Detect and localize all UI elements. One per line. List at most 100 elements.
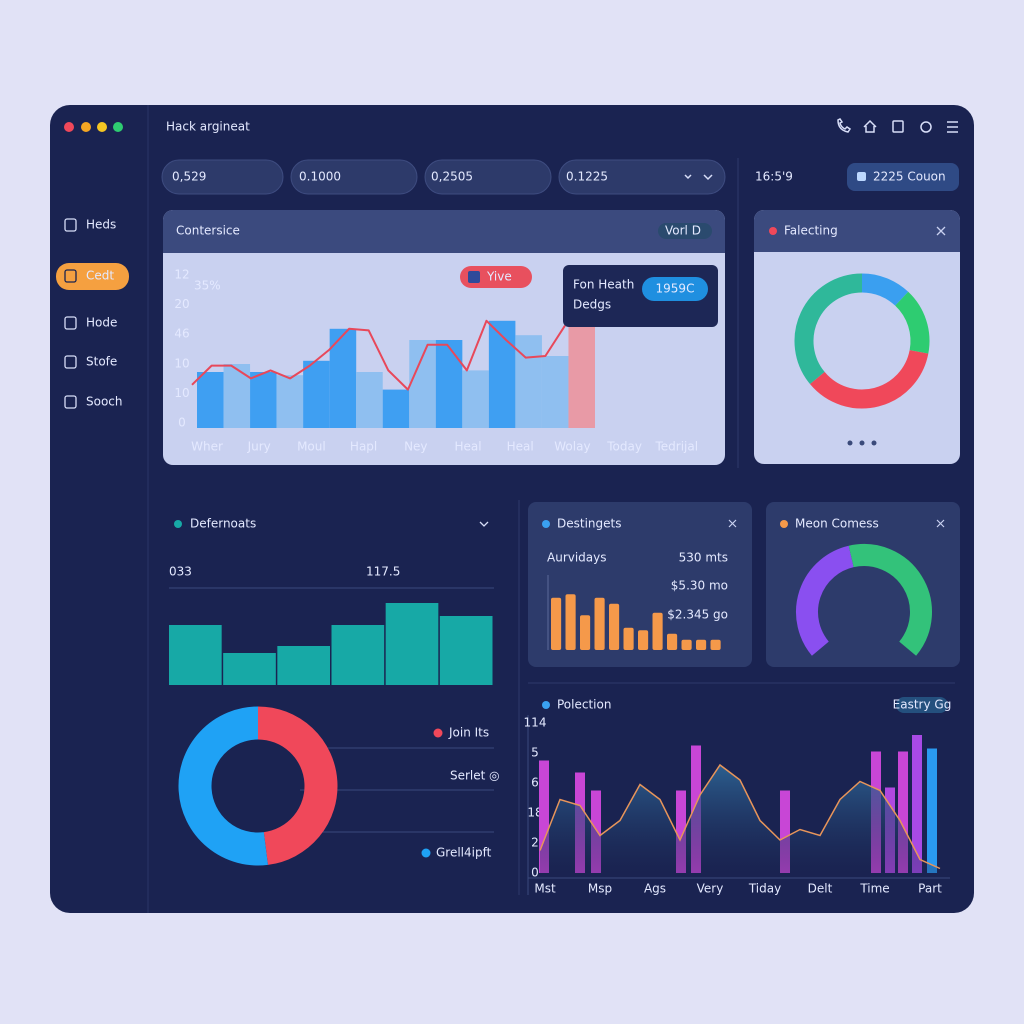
home-icon[interactable] bbox=[863, 119, 877, 133]
stat-pill[interactable] bbox=[290, 159, 418, 195]
panel-dot bbox=[542, 701, 550, 709]
stat-value: 0.1225 bbox=[566, 170, 608, 184]
y-tick-label: 2 bbox=[531, 836, 539, 850]
bar bbox=[609, 603, 620, 650]
panel-dot bbox=[769, 227, 777, 235]
nav-icon bbox=[64, 355, 77, 369]
ring-segment bbox=[178, 706, 268, 866]
bar bbox=[223, 364, 251, 428]
nav-icon bbox=[64, 269, 77, 283]
x-tick-label: Tedrijal bbox=[655, 440, 699, 454]
close-icon[interactable] bbox=[728, 519, 737, 528]
bar bbox=[710, 639, 721, 650]
ring-panel-header bbox=[754, 210, 960, 252]
panel-dot bbox=[780, 520, 788, 528]
stat-pill[interactable] bbox=[424, 159, 552, 195]
x-tick-label: Very bbox=[697, 882, 724, 896]
circle-icon[interactable] bbox=[920, 121, 932, 133]
x-tick-label: Jury bbox=[247, 440, 271, 454]
bar bbox=[927, 748, 937, 873]
x-tick-label: Part bbox=[918, 882, 942, 896]
window-dot[interactable] bbox=[64, 122, 74, 132]
badge[interactable] bbox=[847, 163, 959, 191]
window-dot[interactable] bbox=[113, 122, 123, 132]
bar bbox=[223, 653, 276, 685]
bar bbox=[250, 372, 277, 428]
badge-text: 2225 Couon bbox=[873, 170, 946, 184]
menu-icon[interactable] bbox=[947, 121, 958, 133]
phone-icon[interactable] bbox=[837, 118, 852, 133]
pager-dot[interactable] bbox=[847, 440, 853, 446]
y-tick-label: 0 bbox=[531, 866, 539, 880]
y-tick-label: 114 bbox=[524, 716, 547, 730]
y-tick-label: 10 bbox=[174, 356, 189, 370]
area-fill bbox=[540, 765, 940, 873]
tooltip-value: 1959C bbox=[656, 282, 695, 296]
stat-pill[interactable] bbox=[558, 159, 726, 195]
window-dot[interactable] bbox=[81, 122, 91, 132]
stat-value: 0,529 bbox=[172, 170, 206, 184]
x-tick-label: Mst bbox=[534, 882, 556, 896]
kpi: 117.5 bbox=[366, 565, 400, 579]
stat-value: 0.1000 bbox=[299, 170, 341, 184]
nav-item[interactable]: Sooch bbox=[86, 395, 123, 409]
bar bbox=[551, 597, 562, 650]
bar bbox=[696, 639, 707, 650]
bar bbox=[912, 735, 922, 873]
nav-item[interactable]: Hode bbox=[86, 316, 117, 330]
panel-title: Falecting bbox=[784, 224, 838, 238]
nav-item[interactable]: Heds bbox=[86, 218, 116, 232]
panel-title: Meon Comess bbox=[795, 517, 879, 531]
panel-dot bbox=[174, 520, 182, 528]
ring-segment bbox=[848, 544, 932, 656]
ring-segment bbox=[809, 349, 929, 409]
doc-icon[interactable] bbox=[892, 120, 904, 133]
bar bbox=[676, 790, 686, 873]
close-icon[interactable] bbox=[936, 519, 945, 528]
tooltip-subtitle: Dedgs bbox=[573, 298, 611, 312]
main-panel-header bbox=[163, 210, 725, 253]
area-line bbox=[539, 763, 941, 870]
nav-item[interactable]: Cedt bbox=[86, 269, 114, 283]
dropdown-text: Vorl D bbox=[665, 224, 701, 238]
y-tick-label: 10 bbox=[174, 386, 189, 400]
stat-pill[interactable] bbox=[161, 159, 284, 195]
ring-segment bbox=[257, 706, 338, 865]
panel-dot bbox=[542, 520, 550, 528]
bar bbox=[681, 639, 692, 650]
pager-dot[interactable] bbox=[871, 440, 877, 446]
bar bbox=[488, 320, 516, 428]
badge-text: Eastry Gg bbox=[893, 698, 952, 712]
bar bbox=[303, 360, 330, 428]
y-tick-label: 0 bbox=[178, 416, 186, 430]
y-tick-label: 6 bbox=[531, 776, 539, 790]
ring-segment bbox=[861, 273, 909, 306]
bar bbox=[197, 372, 224, 428]
chevron[interactable] bbox=[479, 521, 489, 527]
legend-icon bbox=[468, 271, 480, 283]
pager-dot[interactable] bbox=[859, 440, 865, 446]
ring-panel bbox=[754, 210, 960, 464]
nav-item[interactable]: Stofe bbox=[86, 355, 117, 369]
panel-title: Defernoats bbox=[190, 517, 256, 531]
bar bbox=[565, 594, 576, 650]
y-tick-label: 5 bbox=[531, 746, 539, 760]
x-tick-label: Today bbox=[606, 440, 642, 454]
badge[interactable] bbox=[896, 697, 948, 713]
header-icons[interactable] bbox=[837, 118, 958, 133]
panel-label: Aurvidays bbox=[547, 551, 607, 565]
chevron[interactable] bbox=[684, 174, 713, 181]
window-dot[interactable] bbox=[97, 122, 107, 132]
clock: 16:5'9 bbox=[755, 170, 793, 184]
ring-segment bbox=[794, 273, 863, 385]
headline: 35% bbox=[194, 279, 221, 293]
x-tick-label: Moul bbox=[297, 440, 326, 454]
y-tick-label: 20 bbox=[174, 297, 189, 311]
close-icon[interactable] bbox=[936, 226, 946, 236]
dropdown[interactable] bbox=[658, 223, 712, 239]
bar bbox=[169, 625, 222, 685]
bar bbox=[539, 760, 549, 873]
bar bbox=[568, 319, 595, 428]
x-tick-label: Time bbox=[859, 882, 889, 896]
